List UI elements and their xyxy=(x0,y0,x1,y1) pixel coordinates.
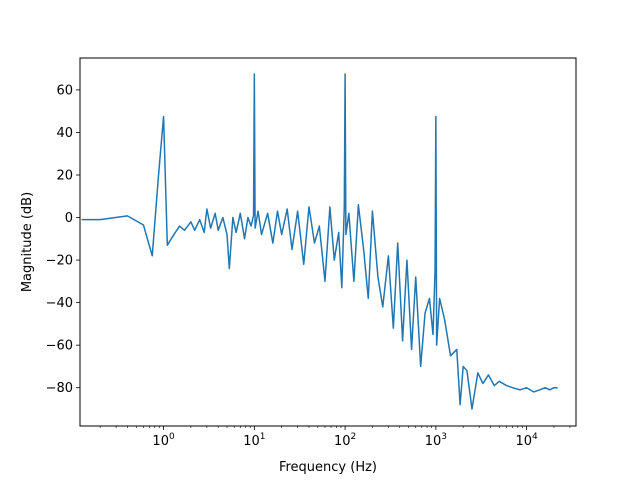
x-axis-label: Frequency (Hz) xyxy=(279,460,377,475)
x-tick-label-2: 102 xyxy=(334,432,356,449)
y-tick-label-7: −80 xyxy=(46,381,73,396)
x-tick-label-0: 100 xyxy=(152,432,175,449)
y-tick-label-6: −60 xyxy=(46,339,73,354)
y-tick-label-4: −20 xyxy=(46,254,73,269)
x-tick-label-4: 104 xyxy=(515,432,538,449)
plot-frame xyxy=(79,57,577,427)
y-tick-label-3: 0 xyxy=(65,211,73,226)
x-tick-label-3: 103 xyxy=(425,432,447,449)
y-axis-label: Magnitude (dB) xyxy=(20,192,35,292)
x-tick-label-1: 101 xyxy=(243,432,265,449)
y-tick-label-5: −40 xyxy=(46,296,73,311)
y-tick-label-0: 60 xyxy=(56,83,73,98)
y-tick-label-2: 20 xyxy=(56,168,73,183)
series-line-0 xyxy=(81,73,558,410)
y-tick-label-1: 40 xyxy=(56,126,73,141)
